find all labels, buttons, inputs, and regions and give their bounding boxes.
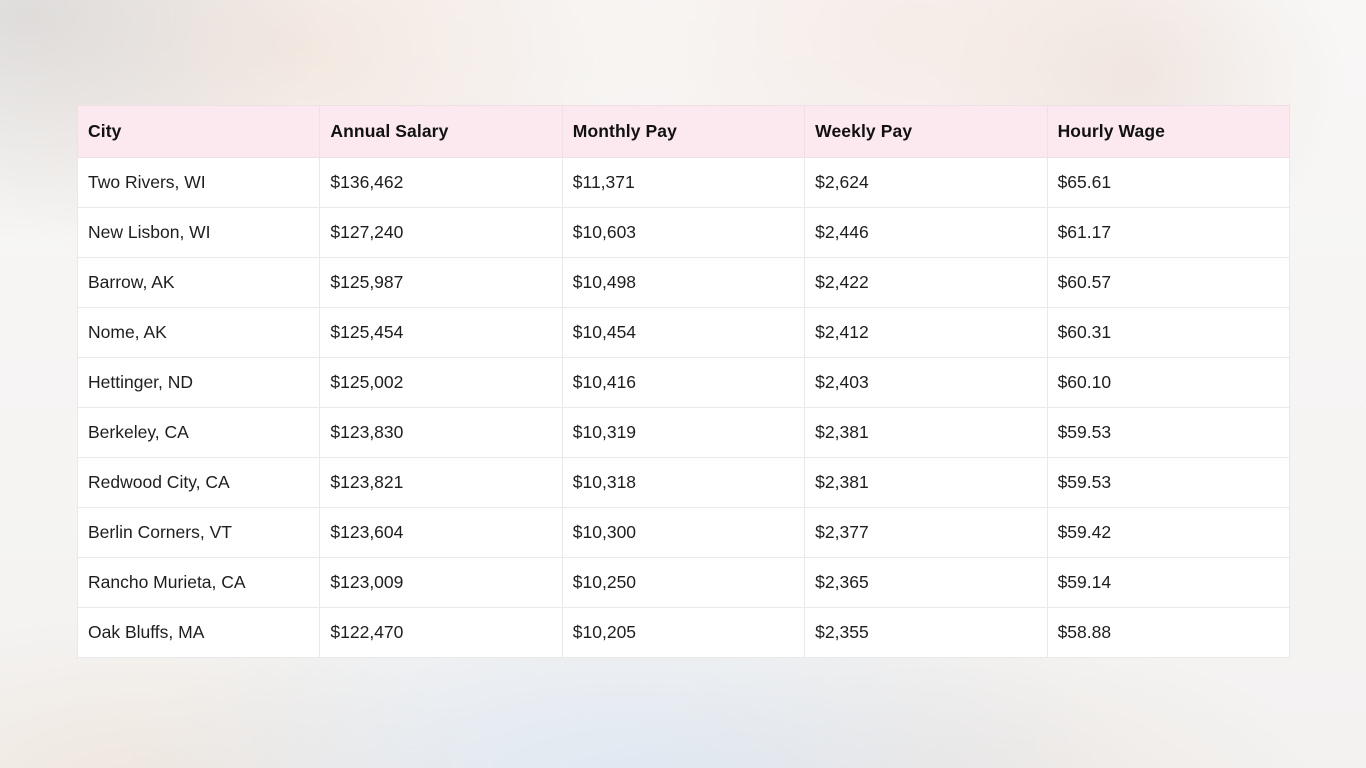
cell-weekly-pay: $2,381 — [804, 457, 1048, 508]
cell-hourly-wage: $60.57 — [1046, 257, 1291, 308]
cell-annual-salary: $123,830 — [319, 407, 563, 458]
cell-hourly-wage: $58.88 — [1046, 607, 1291, 658]
cell-weekly-pay: $2,412 — [804, 307, 1048, 358]
cell-annual-salary: $125,454 — [319, 307, 563, 358]
cell-monthly-pay: $10,319 — [561, 407, 806, 458]
cell-city: Nome, AK — [76, 307, 321, 358]
cell-monthly-pay: $11,371 — [561, 157, 806, 208]
cell-monthly-pay: $10,250 — [561, 557, 806, 608]
table-row: Two Rivers, WI $136,462 $11,371 $2,624 $65.6… — [76, 157, 1291, 208]
cell-weekly-pay: $2,403 — [804, 357, 1048, 408]
cell-hourly-wage: $65.61 — [1046, 157, 1291, 208]
table-row: Barrow, AK $125,987 $10,498 $2,422 $60.57 — [76, 257, 1291, 308]
cell-weekly-pay: $2,446 — [804, 207, 1048, 258]
cell-monthly-pay: $10,603 — [561, 207, 806, 258]
cell-city: Berlin Corners, VT — [76, 507, 321, 558]
cell-city: Barrow, AK — [76, 257, 321, 308]
cell-city: New Lisbon, WI — [76, 207, 321, 258]
table-body: Two Rivers, WI $136,462 $11,371 $2,624 $65.6… — [76, 157, 1291, 658]
column-header-annual-salary: Annual Salary — [319, 105, 563, 158]
cell-annual-salary: $127,240 — [319, 207, 563, 258]
column-header-city: City — [76, 105, 321, 158]
cell-weekly-pay: $2,422 — [804, 257, 1048, 308]
cell-monthly-pay: $10,416 — [561, 357, 806, 408]
cell-monthly-pay: $10,300 — [561, 507, 806, 558]
column-header-weekly-pay: Weekly Pay — [804, 105, 1048, 158]
cell-city: Two Rivers, WI — [76, 157, 321, 208]
cell-annual-salary: $123,821 — [319, 457, 563, 508]
cell-weekly-pay: $2,624 — [804, 157, 1048, 208]
cell-hourly-wage: $59.53 — [1046, 457, 1291, 508]
cell-hourly-wage: $59.14 — [1046, 557, 1291, 608]
cell-hourly-wage: $60.10 — [1046, 357, 1291, 408]
cell-city: Berkeley, CA — [76, 407, 321, 458]
cell-city: Hettinger, ND — [76, 357, 321, 408]
cell-monthly-pay: $10,318 — [561, 457, 806, 508]
cell-city: Oak Bluffs, MA — [76, 607, 321, 658]
header-row: City Annual Salary Monthly Pay Weekly Pay Ho… — [76, 105, 1291, 158]
table-row: New Lisbon, WI $127,240 $10,603 $2,446 $61.1… — [76, 207, 1291, 258]
table-row: Rancho Murieta, CA $123,009 $10,250 $2,365 $… — [76, 557, 1291, 608]
table-row: Oak Bluffs, MA $122,470 $10,205 $2,355 $58.8… — [76, 607, 1291, 658]
cell-weekly-pay: $2,355 — [804, 607, 1048, 658]
cell-annual-salary: $125,987 — [319, 257, 563, 308]
cell-city: Rancho Murieta, CA — [76, 557, 321, 608]
cell-hourly-wage: $59.53 — [1046, 407, 1291, 458]
table-header: City Annual Salary Monthly Pay Weekly Pay Ho… — [76, 105, 1291, 158]
cell-city: Redwood City, CA — [76, 457, 321, 508]
cell-hourly-wage: $61.17 — [1046, 207, 1291, 258]
column-header-hourly-wage: Hourly Wage — [1046, 105, 1291, 158]
table-row: Berkeley, CA $123,830 $10,319 $2,381 $59.53 — [76, 407, 1291, 458]
column-header-monthly-pay: Monthly Pay — [561, 105, 806, 158]
table-row: Redwood City, CA $123,821 $10,318 $2,381 $59… — [76, 457, 1291, 508]
cell-annual-salary: $123,009 — [319, 557, 563, 608]
cell-annual-salary: $123,604 — [319, 507, 563, 558]
cell-monthly-pay: $10,498 — [561, 257, 806, 308]
cell-weekly-pay: $2,365 — [804, 557, 1048, 608]
cell-annual-salary: $136,462 — [319, 157, 563, 208]
cell-monthly-pay: $10,454 — [561, 307, 806, 358]
table-row: Nome, AK $125,454 $10,454 $2,412 $60.31 — [76, 307, 1291, 358]
cell-annual-salary: $125,002 — [319, 357, 563, 408]
table-row: Berlin Corners, VT $123,604 $10,300 $2,377 $… — [76, 507, 1291, 558]
cell-weekly-pay: $2,381 — [804, 407, 1048, 458]
cell-annual-salary: $122,470 — [319, 607, 563, 658]
cell-weekly-pay: $2,377 — [804, 507, 1048, 558]
cell-hourly-wage: $60.31 — [1046, 307, 1291, 358]
table-row: Hettinger, ND $125,002 $10,416 $2,403 $60.10 — [76, 357, 1291, 408]
cell-monthly-pay: $10,205 — [561, 607, 806, 658]
salary-table: City Annual Salary Monthly Pay Weekly Pay Ho… — [76, 105, 1291, 658]
cell-hourly-wage: $59.42 — [1046, 507, 1291, 558]
